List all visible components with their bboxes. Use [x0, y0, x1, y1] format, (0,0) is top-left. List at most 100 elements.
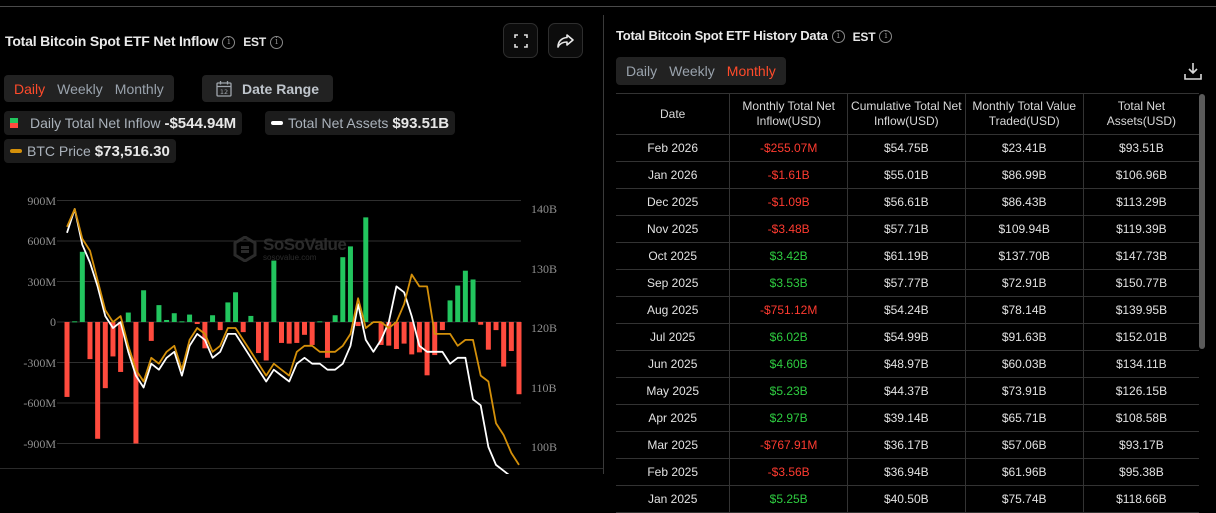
tab-monthly[interactable]: Monthly [114, 80, 164, 97]
inflow-bar[interactable] [355, 322, 361, 327]
table-row[interactable]: Mar 2025 -$767.91M $36.17B $57.06B $93.17B [616, 431, 1199, 459]
inflow-bar[interactable] [478, 322, 484, 325]
inflow-bar[interactable] [485, 322, 491, 350]
inflow-bar[interactable] [279, 322, 285, 343]
inflow-bar[interactable] [340, 257, 346, 322]
timezone-info-icon[interactable]: i [269, 35, 283, 49]
inflow-bar[interactable] [156, 305, 162, 322]
inflow-bar[interactable] [148, 322, 154, 341]
col-date[interactable]: Date [616, 93, 731, 135]
inflow-bar[interactable] [194, 322, 200, 325]
history-timezone-info-icon[interactable]: i [879, 30, 893, 44]
cell-value-traded: $61.96B [965, 458, 1084, 486]
inflow-bar[interactable] [309, 322, 315, 345]
inflow-bar[interactable] [416, 322, 422, 353]
table-row[interactable]: Jun 2025 $4.60B $48.97B $60.03B $134.11B [616, 350, 1199, 378]
inflow-bar[interactable] [225, 302, 231, 322]
net-inflow-chart[interactable]: 900M 600M 300M 0 -300M -600M -900M 140B 130B 120… [0, 180, 603, 474]
legend-net-inflow[interactable]: Daily Total Net Inflow -$544.94M [4, 111, 243, 135]
cell-date: Dec 2025 [616, 188, 731, 216]
inflow-bar[interactable] [133, 322, 139, 444]
inflow-bar[interactable] [347, 246, 353, 322]
inflow-bar[interactable] [240, 322, 246, 333]
inflow-bar[interactable] [217, 322, 223, 331]
table-row[interactable]: Jan 2026 -$1.61B $55.01B $86.99B $106.96B [616, 161, 1199, 189]
inflow-bar[interactable] [79, 251, 85, 322]
col-monthly-inflow[interactable]: Monthly Total Net Inflow(USD) [729, 93, 848, 135]
table-row[interactable]: Oct 2025 $3.42B $61.19B $137.70B $147.73B [616, 242, 1199, 270]
inflow-bar[interactable] [179, 321, 185, 323]
table-row[interactable]: Sep 2025 $3.53B $57.77B $72.91B $150.77B [616, 269, 1199, 297]
col-cumulative-inflow[interactable]: Cumulative Total Net Inflow(USD) [846, 93, 966, 135]
table-row[interactable]: Jul 2025 $6.02B $54.99B $91.63B $152.01B [616, 323, 1199, 351]
tab-daily[interactable]: Daily [14, 80, 46, 97]
inflow-bar[interactable] [501, 322, 507, 367]
tab-weekly[interactable]: Weekly [57, 80, 103, 97]
inflow-bar[interactable] [455, 285, 461, 322]
table-row[interactable]: Jan 2025 $5.25B $40.50B $75.74B $118.66B [616, 485, 1199, 513]
cell-net-assets: $118.66B [1083, 485, 1199, 513]
inflow-bar[interactable] [256, 322, 262, 354]
inflow-bar[interactable] [363, 217, 369, 322]
inflow-bar[interactable] [462, 270, 468, 322]
inflow-bar[interactable] [210, 315, 216, 322]
inflow-bar[interactable] [72, 321, 78, 323]
inflow-bar[interactable] [294, 322, 300, 343]
fullscreen-button[interactable] [503, 23, 538, 58]
table-row[interactable]: Feb 2025 -$3.56B $36.94B $61.96B $95.38B [616, 458, 1199, 486]
table-row[interactable]: Aug 2025 -$751.12M $54.24B $78.14B $139.95B [616, 296, 1199, 324]
inflow-bar[interactable] [95, 322, 101, 439]
date-range-button[interactable]: 12 Date Range [202, 75, 333, 102]
inflow-bar[interactable] [64, 322, 70, 397]
inflow-bar[interactable] [187, 314, 193, 322]
info-icon[interactable]: i [831, 30, 845, 44]
inflow-bar[interactable] [393, 322, 399, 349]
inflow-bar[interactable] [493, 322, 499, 331]
inflow-bar[interactable] [233, 292, 239, 322]
info-icon[interactable]: i [222, 35, 236, 49]
inflow-bar[interactable] [432, 322, 438, 356]
inflow-bar[interactable] [125, 312, 131, 322]
legend-net-assets[interactable]: Total Net Assets $93.51B [265, 111, 456, 135]
inflow-bar[interactable] [301, 322, 307, 335]
inflow-bar[interactable] [447, 300, 453, 322]
inflow-bar[interactable] [332, 315, 338, 322]
cell-date: Oct 2025 [616, 242, 731, 270]
inflow-bar[interactable] [171, 313, 177, 322]
share-button[interactable] [548, 23, 583, 58]
inflow-bar[interactable] [378, 322, 384, 345]
download-icon[interactable] [1184, 62, 1202, 80]
inflow-bar[interactable] [386, 322, 392, 346]
inflow-bar[interactable] [401, 322, 407, 344]
inflow-bar[interactable] [324, 322, 330, 358]
inflow-bar[interactable] [470, 279, 476, 322]
table-row[interactable]: Nov 2025 -$3.48B $57.71B $109.94B $119.39B [616, 215, 1199, 243]
table-row[interactable]: Dec 2025 -$1.09B $56.61B $86.43B $113.29B [616, 188, 1199, 216]
inflow-bar[interactable] [286, 322, 292, 344]
legend-btc-price[interactable]: BTC Price $73,516.30 [4, 139, 176, 163]
inflow-bar[interactable] [110, 322, 116, 357]
history-tab-daily[interactable]: Daily [626, 63, 658, 79]
col-value-traded[interactable]: Monthly Total Value Traded(USD) [964, 93, 1084, 135]
table-scrollbar[interactable] [1199, 94, 1205, 349]
inflow-bar[interactable] [263, 322, 269, 361]
history-tab-weekly[interactable]: Weekly [669, 63, 715, 79]
inflow-bar[interactable] [508, 322, 514, 352]
inflow-bar[interactable] [102, 322, 108, 389]
inflow-bar[interactable] [317, 321, 323, 323]
inflow-bar[interactable] [424, 322, 430, 376]
table-row[interactable]: Apr 2025 $2.97B $39.14B $65.71B $108.58B [616, 404, 1199, 432]
table-row[interactable]: May 2025 $5.23B $44.37B $73.91B $126.15B [616, 377, 1199, 405]
inflow-bar[interactable] [409, 322, 415, 355]
inflow-bar[interactable] [164, 319, 170, 322]
inflow-bar[interactable] [516, 322, 522, 395]
inflow-bar[interactable] [271, 260, 277, 322]
table-row[interactable]: Feb 2026 -$255.07M $54.75B $23.41B $93.51B [616, 134, 1199, 162]
inflow-bar[interactable] [141, 290, 147, 322]
inflow-bar[interactable] [248, 315, 254, 322]
inflow-bar[interactable] [439, 322, 445, 331]
inflow-bar[interactable] [118, 322, 124, 372]
history-tab-monthly[interactable]: Monthly [726, 63, 776, 79]
col-net-assets[interactable]: Total Net Assets(USD) [1082, 93, 1199, 135]
inflow-bar[interactable] [87, 322, 93, 360]
